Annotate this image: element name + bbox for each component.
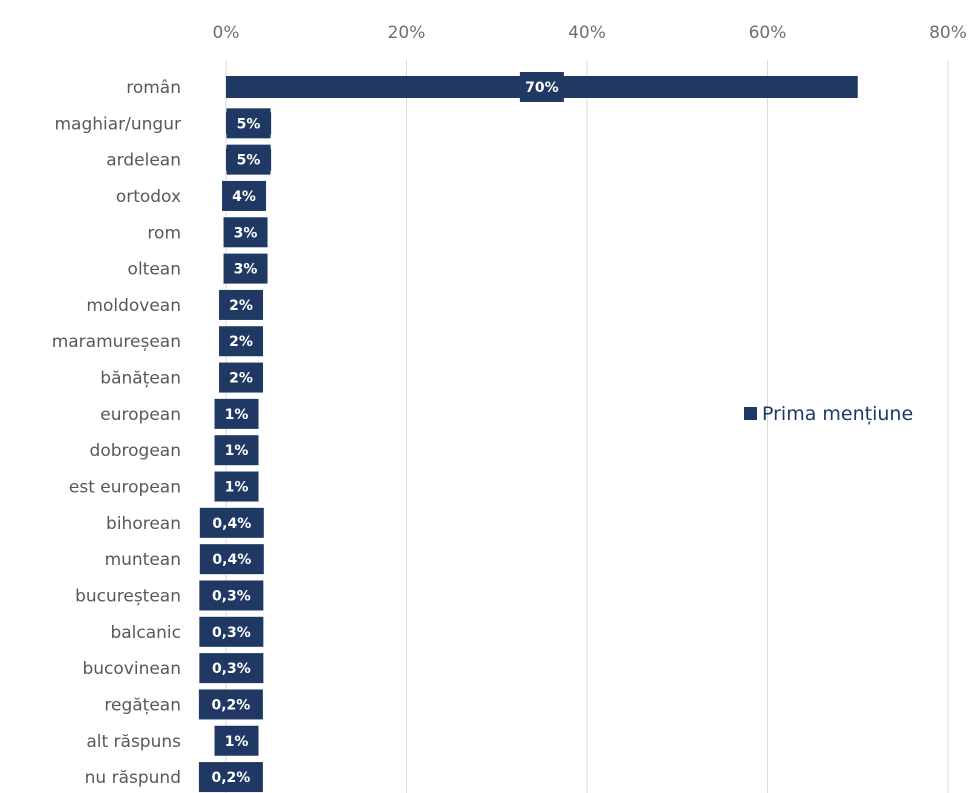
data-label: 2%: [229, 334, 253, 350]
data-labels: 70% 5% 5% 4% 3% 3% 2% 2% 2% 1% 1% 1% 0,4% 0,4% 0,3% 0,3…: [211, 80, 558, 786]
legend-label: Prima mențiune: [762, 403, 913, 425]
data-label: 70%: [525, 80, 559, 96]
data-label: 0,3%: [212, 625, 251, 641]
data-label-box: [223, 253, 268, 284]
data-label-box: [214, 435, 259, 466]
data-label-box: [198, 689, 263, 720]
category-label: est european: [69, 478, 181, 498]
category-label: oltean: [128, 260, 181, 280]
data-label-box: [219, 326, 264, 357]
category-label: ardelean: [106, 151, 181, 171]
category-label: ortodox: [116, 187, 181, 207]
category-label: român: [126, 78, 181, 98]
data-label-box: [214, 471, 259, 502]
category-labels: român maghiar/ungur ardelean ortodox rom olte…: [52, 78, 181, 788]
legend: Prima mențiune: [744, 403, 913, 425]
category-label: maghiar/ungur: [54, 114, 181, 134]
bars: [198, 72, 858, 793]
data-label-box: [219, 289, 264, 320]
data-label: 3%: [234, 262, 258, 278]
category-label: bucureștean: [75, 586, 181, 606]
data-label: 0,2%: [211, 770, 250, 786]
x-tick-label: 80%: [929, 23, 967, 43]
data-label: 0,3%: [212, 661, 251, 677]
data-label-box: [219, 362, 264, 393]
category-label: regățean: [104, 695, 181, 715]
data-label-box: [198, 762, 263, 793]
data-label: 2%: [229, 298, 253, 314]
gridlines: [225, 60, 949, 793]
category-label: bihorean: [106, 514, 181, 534]
category-label: rom: [147, 223, 181, 243]
data-label-box: [223, 217, 268, 248]
x-tick-label: 0%: [213, 23, 240, 43]
category-label: moldovean: [86, 296, 181, 316]
x-tick-label: 60%: [749, 23, 787, 43]
x-axis-ticks: 0% 20% 40% 60% 80%: [213, 23, 967, 43]
data-label-box: [199, 507, 264, 538]
data-label: 2%: [229, 371, 253, 387]
x-tick-label: 20%: [388, 23, 426, 43]
data-label: 4%: [232, 189, 256, 205]
data-label: 5%: [237, 116, 261, 132]
category-label: nu răspund: [85, 768, 181, 788]
category-label: european: [100, 405, 181, 425]
data-label: 0,4%: [212, 552, 251, 568]
category-label: balcanic: [110, 623, 181, 643]
data-label-box: [226, 108, 271, 139]
data-label: 3%: [234, 225, 258, 241]
data-label: 0,2%: [211, 697, 250, 713]
category-label: dobrogean: [90, 441, 181, 461]
data-label-box: [226, 144, 271, 175]
x-tick-label: 40%: [568, 23, 606, 43]
data-label-box: [222, 180, 267, 211]
category-label: bănățean: [100, 369, 181, 389]
data-label: 0,4%: [212, 516, 251, 532]
category-label: alt răspuns: [86, 732, 181, 752]
category-label: bucovinean: [82, 659, 181, 679]
data-label-box: [199, 653, 264, 684]
data-label: 1%: [225, 443, 249, 459]
category-label: muntean: [105, 550, 181, 570]
data-label-box: [199, 544, 264, 575]
data-label: 1%: [225, 734, 249, 750]
data-label-box: [214, 725, 259, 756]
data-label-box: [199, 616, 264, 647]
data-label-box: [519, 72, 564, 102]
data-label: 0,3%: [212, 588, 251, 604]
data-label: 5%: [237, 153, 261, 169]
data-label-box: [199, 580, 264, 611]
data-label: 1%: [225, 407, 249, 423]
data-label: 1%: [225, 480, 249, 496]
legend-swatch: [744, 407, 757, 420]
category-label: maramureșean: [52, 332, 181, 352]
data-label-box: [214, 398, 259, 429]
